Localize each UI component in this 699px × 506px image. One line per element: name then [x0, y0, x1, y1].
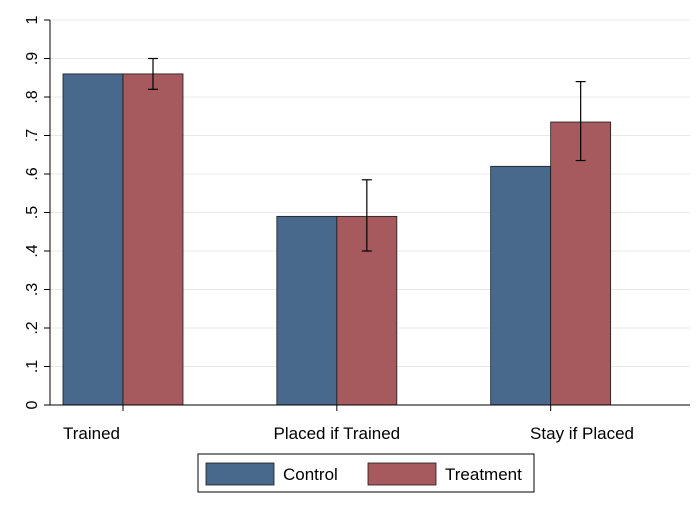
bar-treatment-2 [550, 121, 612, 406]
x-axis-labels: Trained Placed if Trained Stay if Placed [63, 405, 634, 443]
legend: Control Treatment [197, 453, 535, 493]
x-tick-label: Trained [63, 424, 120, 443]
legend-swatch-control [205, 462, 275, 486]
legend-label-control: Control [283, 465, 338, 484]
y-tick-label: 0 [24, 400, 41, 409]
bar-control-2 [490, 165, 552, 406]
y-tick-label: 1 [24, 15, 41, 24]
legend-label-treatment: Treatment [445, 465, 522, 484]
bar-control-0 [62, 73, 124, 406]
y-tick-label: .3 [24, 283, 41, 296]
x-tick-label: Placed if Trained [274, 424, 401, 443]
bars [62, 73, 612, 406]
y-tick-label: .8 [24, 90, 41, 103]
y-tick-label: .2 [24, 321, 41, 334]
y-tick-label: .6 [24, 167, 41, 180]
y-tick-label: .1 [24, 360, 41, 373]
bar-control-1 [276, 215, 338, 406]
y-tick-label: .4 [24, 244, 41, 257]
legend-swatch-treatment [367, 462, 437, 486]
error-bars [148, 57, 586, 252]
y-tick-label: .5 [24, 206, 41, 219]
x-tick-label: Stay if Placed [530, 424, 634, 443]
y-axis-ticks: 0 .1 .2 .3 .4 .5 .6 .7 .8 .9 1 [24, 15, 50, 409]
y-tick-label: .9 [24, 52, 41, 65]
bar-treatment-0 [122, 73, 184, 406]
y-tick-label: .7 [24, 129, 41, 142]
